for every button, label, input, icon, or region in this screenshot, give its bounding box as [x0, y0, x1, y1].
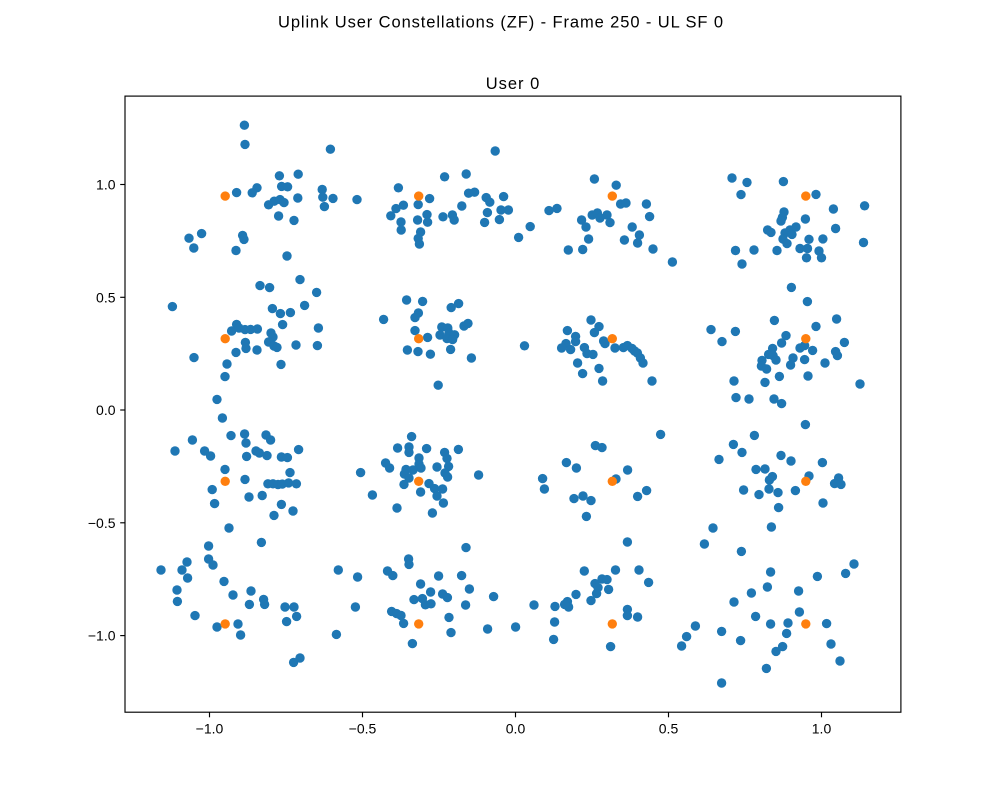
svg-text:−0.5: −0.5: [88, 515, 116, 531]
svg-text:0.0: 0.0: [506, 721, 526, 737]
svg-text:−1.0: −1.0: [196, 721, 224, 737]
svg-text:1.0: 1.0: [812, 721, 832, 737]
svg-text:0.5: 0.5: [96, 289, 116, 305]
svg-text:1.0: 1.0: [96, 177, 116, 193]
svg-text:0.5: 0.5: [659, 721, 679, 737]
svg-text:Uplink User Constellations (ZF: Uplink User Constellations (ZF) - Frame …: [278, 14, 724, 32]
svg-text:−0.5: −0.5: [349, 721, 377, 737]
svg-text:−1.0: −1.0: [88, 628, 116, 644]
svg-text:0.0: 0.0: [96, 402, 116, 418]
svg-text:User 0: User 0: [486, 75, 541, 93]
